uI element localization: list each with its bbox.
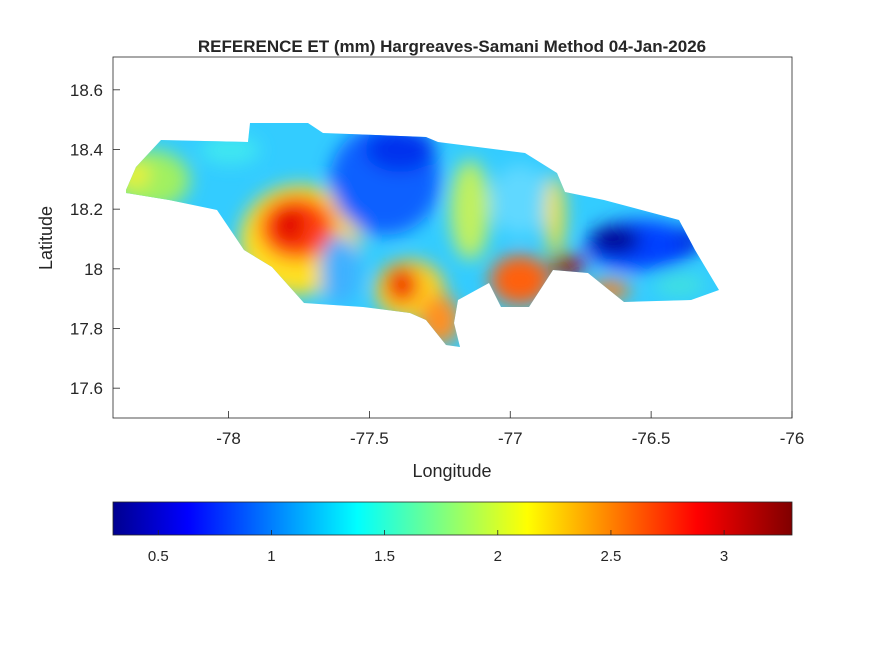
blob-south-red (386, 267, 418, 303)
y-tick-label: 17.8 (70, 319, 103, 338)
x-tick-label: -77.5 (350, 429, 389, 448)
colorbar-tick-label: 2.5 (601, 548, 622, 565)
x-tick-label: -76 (780, 429, 805, 448)
colorbar (112, 501, 793, 536)
blob-dark-red (550, 255, 586, 275)
colorbar-ticks: 0.5 1 1.5 2 2.5 3 (148, 530, 728, 565)
y-axis: 17.6 17.8 18 18.2 18.4 18.6 (70, 81, 120, 398)
x-axis-label: Longitude (412, 461, 491, 481)
x-tick-label: -78 (216, 429, 241, 448)
y-axis-label: Latitude (36, 206, 56, 270)
x-tick-label: -77 (498, 429, 523, 448)
colorbar-tick-label: 1.5 (374, 548, 395, 565)
y-tick-label: 17.6 (70, 379, 103, 398)
blob-east-yellow (545, 175, 565, 255)
blob-west-core (275, 207, 305, 243)
x-tick-label: -76.5 (632, 429, 671, 448)
colorbar-tick-label: 1 (267, 548, 275, 565)
blob-yellow-band (450, 160, 490, 260)
blob-nw (200, 136, 260, 164)
blob-se-red (490, 255, 550, 305)
chart-title: REFERENCE ET (mm) Hargreaves-Samani Meth… (198, 37, 706, 56)
y-tick-label: 18.6 (70, 81, 103, 100)
blob-east-core (590, 226, 640, 254)
blob-central-blue (320, 235, 360, 305)
y-tick-label: 18.4 (70, 140, 103, 159)
colorbar-tick-label: 0.5 (148, 548, 169, 565)
blob-east-cyan (655, 273, 705, 297)
y-tick-label: 18.2 (70, 200, 103, 219)
blob-center-east (490, 165, 550, 235)
blob-north-darkblue (365, 128, 435, 172)
y-tick-label: 18 (84, 260, 103, 279)
colorbar-tick-label: 2 (494, 548, 502, 565)
colorbar-tick-label: 3 (720, 548, 728, 565)
x-axis: -78 -77.5 -77 -76.5 -76 (216, 411, 804, 448)
